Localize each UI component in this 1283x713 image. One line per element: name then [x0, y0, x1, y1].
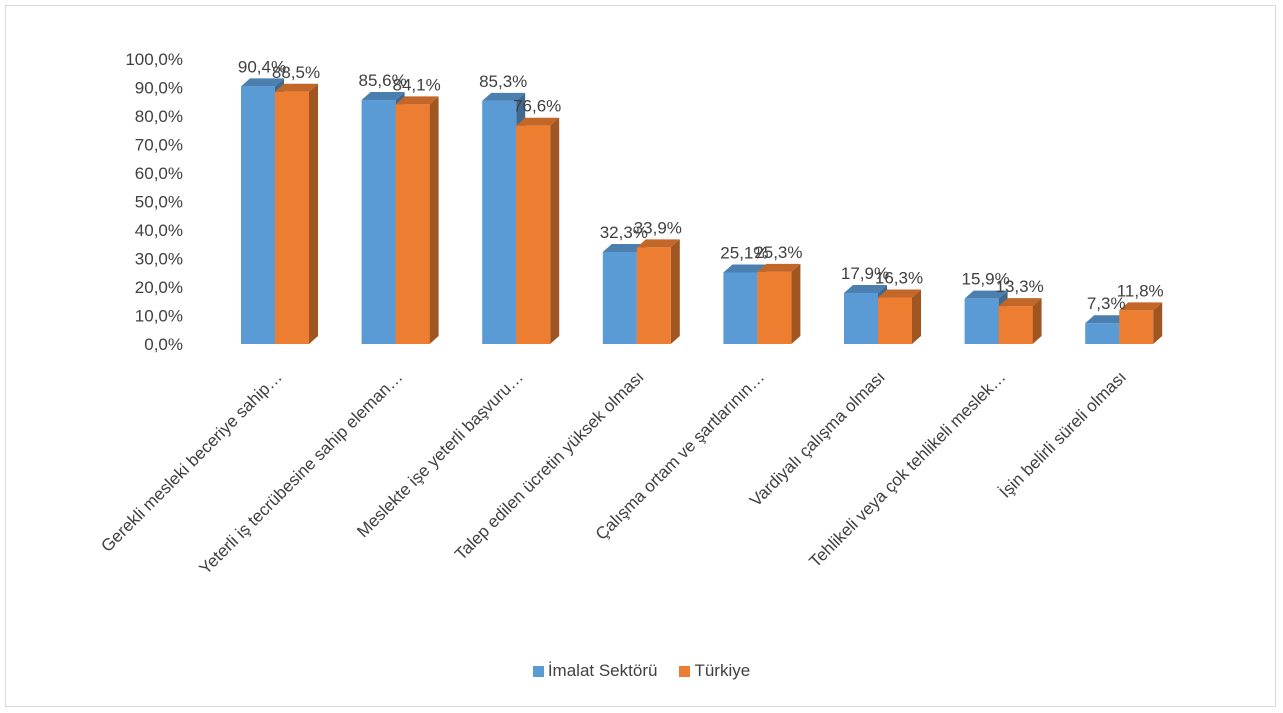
bar-front — [241, 86, 275, 345]
y-tick-label: 70,0% — [135, 136, 183, 155]
bar-top — [998, 298, 1042, 307]
bar-top — [275, 83, 318, 92]
bar-top — [241, 78, 284, 87]
bar-turkiye — [516, 117, 560, 344]
data-label: 76,6% — [513, 97, 561, 116]
bar-front — [757, 271, 792, 344]
bar-front — [1119, 310, 1154, 344]
bar-top — [602, 243, 646, 252]
x-tick-label: İşin belirli süreli olması — [996, 367, 1130, 501]
data-label: 7,3% — [1087, 294, 1126, 313]
legend-item-imalat: İmalat Sektörü — [532, 661, 658, 681]
data-label: 15,9% — [961, 270, 1009, 289]
bar-top — [636, 239, 680, 248]
y-tick-label: 100,0% — [125, 50, 183, 69]
bar-turkiye — [757, 263, 801, 344]
legend-label-imalat: İmalat Sektörü — [547, 661, 658, 680]
bar-front — [602, 251, 637, 344]
x-tick-label: Tehlikeli veya çok tehlikeli meslek… — [806, 367, 1010, 571]
bar-front — [361, 100, 396, 344]
bar-front — [516, 125, 551, 344]
bar-top — [723, 264, 767, 273]
data-labels: 90,4%88,5% 85,6%84,1% 85,3% 76,6% 32,3%33,9%… — [238, 57, 1164, 313]
bar-side — [791, 263, 801, 344]
bar-front — [844, 292, 878, 344]
bar-front — [998, 306, 1033, 344]
y-tick-label: 40,0% — [135, 221, 183, 240]
bar-top — [516, 117, 560, 126]
bar-turkiye — [1119, 302, 1163, 344]
legend-swatch-turkiye — [679, 665, 691, 677]
x-tick-label: Talep edilen ücretin yüksek olması — [451, 367, 648, 564]
bar-side — [1153, 302, 1163, 344]
bar-front — [723, 272, 758, 344]
bar-front — [878, 297, 912, 344]
y-tick-label: 60,0% — [135, 164, 183, 183]
data-label: 85,3% — [479, 72, 527, 91]
bar-side — [550, 117, 560, 344]
y-axis: 0,0% 10,0% 20,0% 30,0% 40,0% 50,0% 60,0% 70,0% 8… — [125, 50, 183, 354]
data-label: 17,9% — [841, 264, 889, 283]
bar-top — [757, 263, 801, 272]
bars — [241, 78, 1163, 345]
bar-side — [309, 83, 318, 345]
bar-side — [912, 289, 921, 344]
y-tick-label: 90,0% — [135, 79, 183, 98]
data-label: 13,3% — [995, 277, 1043, 296]
bar-top — [1119, 302, 1163, 311]
data-label: 85,6% — [358, 71, 406, 90]
data-label: 84,1% — [392, 75, 440, 94]
data-label: 88,5% — [272, 63, 320, 82]
bar-turkiye — [636, 239, 680, 344]
bar-turkiye — [878, 289, 921, 344]
chart-frame — [5, 5, 1276, 707]
bar-front — [395, 104, 430, 344]
bar-turkiye — [395, 96, 439, 344]
y-tick-label: 80,0% — [135, 107, 183, 126]
data-label: 90,4% — [238, 57, 286, 76]
legend: İmalat Sektörü Türkiye — [0, 661, 1283, 681]
x-tick-label: Yeterli iş tecrübesine sahip eleman… — [196, 367, 407, 578]
y-tick-label: 0,0% — [144, 335, 183, 354]
bar-side — [429, 96, 439, 344]
bar-top — [844, 284, 887, 293]
bar-top — [1085, 315, 1129, 324]
y-tick-label: 10,0% — [135, 307, 183, 326]
bar-front — [636, 247, 671, 344]
bar-front — [275, 91, 309, 345]
x-axis: Gerekli mesleki beceriye sahip…Yeterli i… — [97, 367, 1130, 578]
data-label: 16,3% — [875, 269, 923, 288]
data-label: 33,9% — [634, 218, 682, 237]
legend-label-turkiye: Türkiye — [694, 661, 751, 680]
bar-top — [482, 92, 526, 101]
bar-side — [670, 239, 680, 344]
y-tick-label: 50,0% — [135, 193, 183, 212]
bar-top — [395, 96, 439, 105]
bar-top — [878, 289, 921, 298]
bar-top — [361, 92, 405, 101]
x-tick-label: Vardiyalı çalışma olması — [746, 367, 889, 510]
bar-turkiye — [998, 298, 1042, 344]
bar-front — [482, 100, 517, 345]
data-label: 32,3% — [600, 223, 648, 242]
data-label: 25,1% — [720, 243, 768, 262]
data-label: 11,8% — [1117, 281, 1164, 300]
bar-turkiye — [275, 83, 318, 345]
bar-top — [964, 290, 1008, 299]
bar-front — [1085, 323, 1120, 344]
y-tick-label: 30,0% — [135, 250, 183, 269]
bar-side — [1032, 298, 1042, 344]
legend-item-turkiye: Türkiye — [679, 661, 750, 681]
legend-swatch-imalat — [532, 665, 544, 677]
y-tick-label: 20,0% — [135, 278, 183, 297]
data-label: 25,3% — [754, 243, 802, 262]
bar-front — [964, 298, 999, 344]
